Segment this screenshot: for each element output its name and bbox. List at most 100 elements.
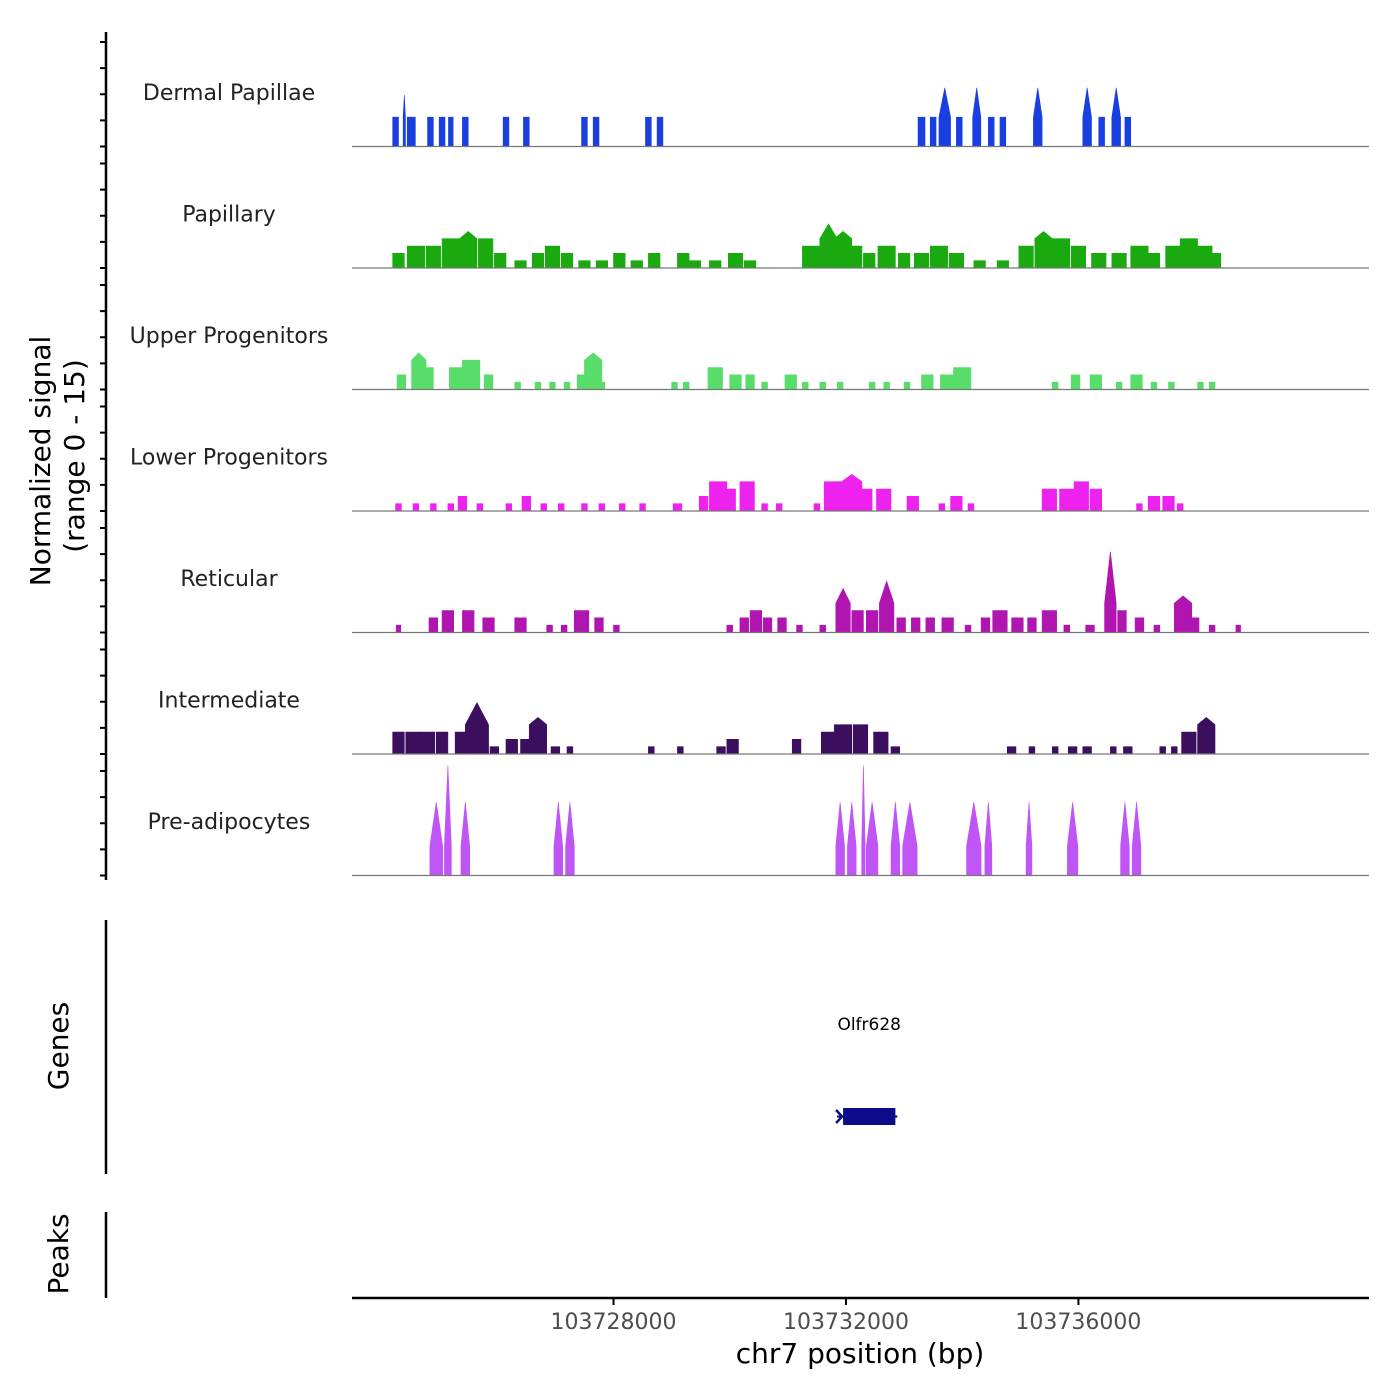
- signal-peak-upper-progenitors: [671, 381, 678, 390]
- signal-peak-papillary: [847, 245, 863, 269]
- track-upper-progenitors: Upper Progenitors: [130, 324, 1369, 391]
- signal-peak-intermediate: [716, 746, 726, 755]
- signal-peak-reticular: [395, 624, 402, 633]
- signal-peak-upper-progenitors: [682, 381, 690, 390]
- signal-peak-reticular: [1011, 617, 1024, 633]
- signal-peak-intermediate: [1123, 746, 1133, 755]
- signal-peak-pre-adipocytes: [444, 765, 452, 876]
- signal-peak-reticular: [613, 624, 620, 633]
- signal-peak-papillary: [392, 253, 405, 269]
- signal-peak-reticular: [739, 617, 749, 633]
- signal-peak-lower-progenitors: [447, 503, 454, 512]
- signal-peak-papillary: [630, 260, 643, 269]
- signal-peak-intermediate: [505, 739, 518, 755]
- track-label-dermal-papillae: Dermal Papillae: [143, 81, 315, 106]
- x-axis-ticks: 103728000 103732000 103736000: [551, 1298, 1141, 1335]
- signal-peak-upper-progenitors: [1130, 374, 1143, 390]
- signal-peak-reticular: [762, 617, 773, 633]
- signal-peak-pre-adipocytes: [565, 802, 575, 876]
- gene-label: Olfr628: [837, 1015, 901, 1035]
- signal-peak-papillary: [973, 260, 986, 269]
- signal-peak-reticular: [1041, 610, 1057, 633]
- signal-peak-intermediate: [419, 731, 436, 755]
- signal-peak-reticular: [835, 587, 851, 633]
- signal-peak-intermediate: [890, 746, 901, 755]
- signal-peak-reticular: [866, 610, 879, 633]
- signal-peak-papillary: [1018, 245, 1034, 269]
- signal-peak-upper-progenitors: [514, 381, 521, 390]
- signal-peak-dermal-papillae: [1082, 87, 1092, 147]
- signal-peak-papillary: [877, 245, 896, 269]
- signal-peak-pre-adipocytes: [861, 765, 866, 876]
- signal-peak-dermal-papillae: [581, 116, 588, 147]
- signal-peak-reticular: [594, 617, 604, 633]
- signal-peak-papillary: [948, 253, 964, 269]
- signal-peak-lower-progenitors: [1176, 503, 1184, 512]
- signal-peak-upper-progenitors: [761, 381, 768, 390]
- signal-peak-papillary: [425, 245, 441, 269]
- signal-peak-lower-progenitors: [558, 503, 565, 512]
- signal-peak-pre-adipocytes: [866, 802, 879, 876]
- signal-peak-lower-progenitors: [841, 473, 863, 512]
- signal-peak-papillary: [727, 253, 744, 269]
- signal-peak-reticular: [911, 617, 921, 633]
- signal-peak-papillary: [1130, 245, 1149, 269]
- signal-peak-pre-adipocytes: [460, 802, 470, 876]
- signal-peak-upper-progenitors: [836, 381, 844, 390]
- signal-peak-papillary: [459, 230, 478, 269]
- genes-track: Olfr628: [835, 1015, 901, 1125]
- track-label-intermediate: Intermediate: [158, 689, 300, 714]
- signal-peak-papillary: [1070, 245, 1086, 269]
- signal-peak-dermal-papillae: [956, 116, 963, 147]
- track-label-lower-progenitors: Lower Progenitors: [130, 446, 328, 471]
- signal-peak-lower-progenitors: [430, 503, 437, 512]
- signal-peak-papillary: [1051, 238, 1071, 269]
- signal-peak-papillary: [929, 245, 948, 269]
- signal-peak-pre-adipocytes: [835, 802, 845, 876]
- signal-peak-lower-progenitors: [598, 503, 606, 512]
- signal-peak-intermediate: [405, 731, 421, 755]
- signal-peak-upper-progenitors: [421, 367, 434, 390]
- signal-peak-papillary: [514, 260, 527, 269]
- signal-peak-intermediate: [1051, 746, 1059, 755]
- signal-peak-papillary: [595, 260, 609, 269]
- signal-peak-upper-progenitors: [483, 374, 494, 390]
- signal-peak-upper-progenitors: [534, 381, 542, 390]
- signal-peak-intermediate: [1082, 746, 1092, 755]
- signal-peak-lower-progenitors: [739, 481, 755, 512]
- track-dermal-papillae: Dermal Papillae: [143, 81, 1369, 148]
- coverage-y-axis-ticks: [100, 41, 106, 877]
- signal-peak-intermediate: [834, 724, 853, 755]
- track-papillary: Papillary: [182, 203, 1369, 269]
- signal-peak-papillary: [996, 260, 1009, 269]
- signal-peak-papillary: [802, 245, 821, 269]
- track-label-pre-adipocytes: Pre-adipocytes: [148, 810, 311, 835]
- signal-peak-papillary: [544, 245, 561, 269]
- signal-peak-dermal-papillae: [402, 95, 406, 147]
- genes-panel-label: Genes: [42, 1002, 75, 1090]
- signal-peak-upper-progenitors: [784, 374, 797, 390]
- signal-peak-intermediate: [852, 724, 869, 755]
- signal-peak-upper-progenitors: [903, 381, 911, 390]
- signal-peak-reticular: [980, 617, 991, 633]
- signal-peak-lower-progenitors: [698, 496, 709, 512]
- signal-peak-reticular: [1085, 624, 1095, 633]
- signal-peak-intermediate: [648, 746, 655, 755]
- signal-peak-pre-adipocytes: [902, 802, 918, 876]
- track-reticular: Reticular: [180, 551, 1369, 634]
- signal-peak-reticular: [428, 617, 439, 633]
- signal-peak-dermal-papillae: [999, 116, 1007, 147]
- signal-peak-lower-progenitors: [950, 496, 963, 512]
- signal-peak-reticular: [1208, 624, 1216, 633]
- signal-peak-upper-progenitors: [1089, 374, 1102, 390]
- signal-peak-papillary: [494, 253, 507, 269]
- signal-peak-reticular: [1153, 624, 1161, 633]
- signal-peak-reticular: [1134, 617, 1145, 633]
- signal-peak-intermediate: [791, 739, 802, 755]
- signal-peak-pre-adipocytes: [966, 802, 982, 876]
- signal-peak-upper-progenitors: [819, 381, 826, 390]
- signal-peak-upper-progenitors: [563, 381, 571, 390]
- signal-peak-lower-progenitors: [938, 503, 946, 512]
- signal-peak-lower-progenitors: [775, 503, 783, 512]
